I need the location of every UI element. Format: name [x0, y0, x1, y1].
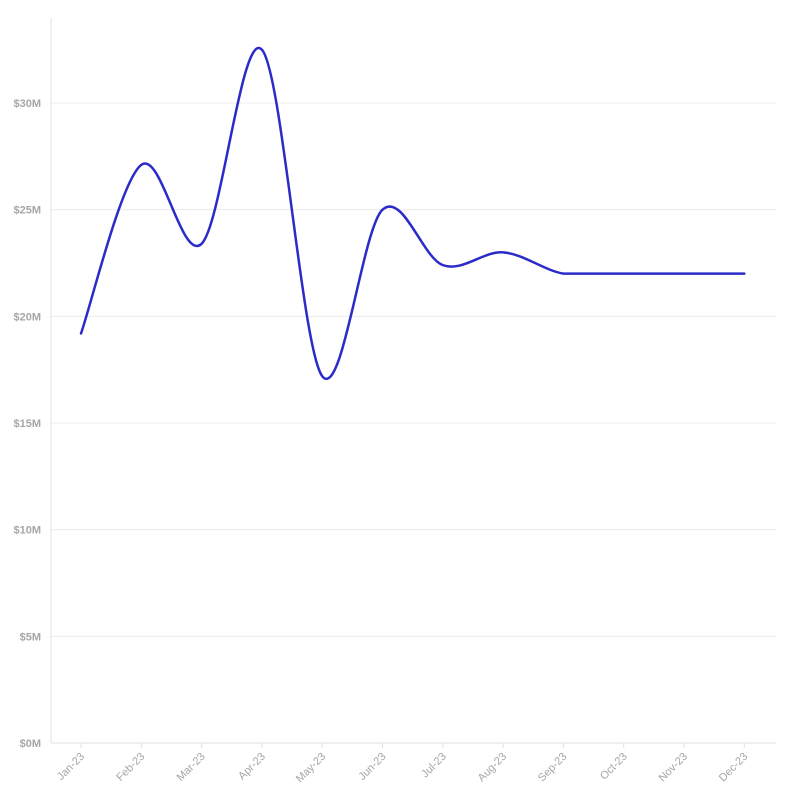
x-tick-label: Dec-23 [717, 751, 751, 785]
y-axis-ticks: $0M $5M $10M $15M $20M $25M $30M [13, 98, 41, 750]
x-tick-label: Aug-23 [476, 751, 510, 785]
x-tick-label: Oct-23 [598, 751, 630, 783]
x-tick-label: Jun-23 [356, 751, 388, 783]
x-tick-label: Mar-23 [175, 751, 208, 784]
x-tick-label: Apr-23 [236, 751, 268, 783]
y-tick-label: $25M [13, 205, 41, 217]
x-tick-label: Sep-23 [536, 751, 570, 785]
x-tick-label: May-23 [294, 751, 328, 785]
y-tick-label: $5M [20, 631, 41, 643]
y-tick-label: $20M [13, 311, 41, 323]
x-tick-label: Jan-23 [55, 751, 87, 783]
series-line [79, 46, 746, 381]
x-tick-label: Jul-23 [419, 751, 449, 781]
y-tick-label: $0M [20, 738, 41, 750]
x-tick-label: Nov-23 [657, 751, 691, 785]
x-axis-ticks: Jan-23 Feb-23 Mar-23 Apr-23 May-23 Jun-23 Jul-… [55, 743, 751, 785]
y-tick-label: $15M [13, 418, 41, 430]
x-tick-label: Feb-23 [114, 751, 147, 784]
y-tick-label: $10M [13, 525, 41, 537]
y-tick-label: $30M [13, 98, 41, 110]
series-group [79, 46, 746, 381]
grid-lines [51, 102, 776, 637]
